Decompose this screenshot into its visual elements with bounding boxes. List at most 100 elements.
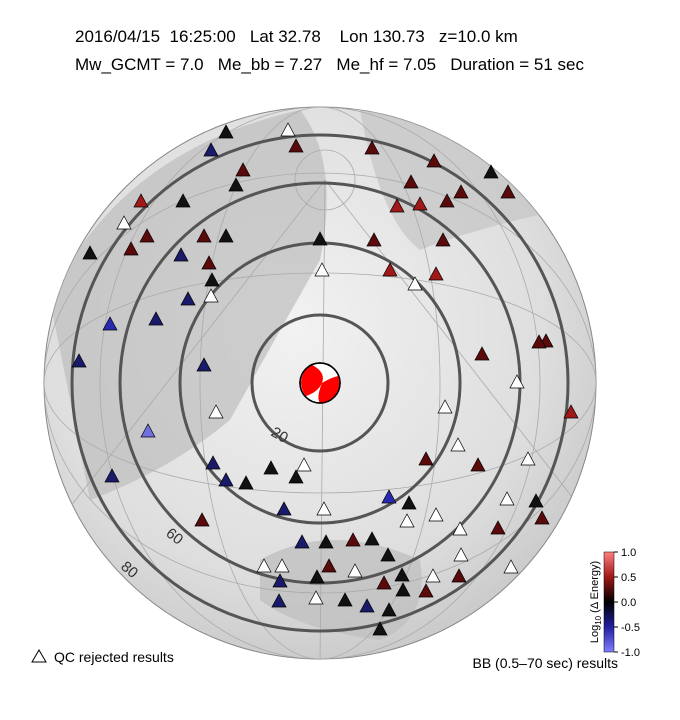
station <box>123 241 139 256</box>
station <box>376 575 392 590</box>
station <box>309 569 325 584</box>
colorbar-tick-label: 0.5 <box>621 572 636 584</box>
colorbar <box>603 551 615 653</box>
station <box>451 568 467 583</box>
station <box>490 520 506 535</box>
station <box>133 193 149 208</box>
colorbar-title-prefix: Log <box>589 625 601 643</box>
station <box>528 493 544 508</box>
station <box>403 174 419 189</box>
colorbar-tick-label: 0.0 <box>621 597 636 609</box>
colorbar-title: Log10 (Δ Energy) <box>589 561 603 643</box>
station <box>276 501 292 516</box>
station <box>102 316 118 331</box>
station <box>366 232 382 247</box>
station <box>347 563 363 578</box>
station <box>173 247 189 262</box>
colorbar-tick-label: 1.0 <box>621 547 636 559</box>
station <box>194 512 210 527</box>
station <box>453 184 469 199</box>
station <box>394 567 410 582</box>
station <box>380 547 396 562</box>
station <box>196 357 212 372</box>
station <box>470 457 486 472</box>
station <box>401 495 417 510</box>
station <box>71 353 87 368</box>
colorbar-tick-label: -1.0 <box>621 647 640 659</box>
station <box>407 276 423 291</box>
station <box>439 193 455 208</box>
station <box>280 122 296 137</box>
station <box>263 460 279 475</box>
station <box>139 228 155 243</box>
station <box>104 468 120 483</box>
station <box>205 455 221 470</box>
station <box>520 451 536 466</box>
station <box>563 404 579 419</box>
station <box>218 124 234 139</box>
station <box>337 592 353 607</box>
station <box>294 534 310 549</box>
station <box>426 153 442 168</box>
station <box>321 558 337 573</box>
station <box>288 138 304 153</box>
station <box>453 547 469 562</box>
station <box>140 423 156 438</box>
station <box>359 598 375 613</box>
station <box>435 232 451 247</box>
station <box>318 534 334 549</box>
header-line2: Mw_GCMT = 7.0 Me_bb = 7.27 Me_hf = 7.05 … <box>75 55 585 74</box>
station <box>196 228 212 243</box>
station <box>500 184 516 199</box>
station <box>312 231 328 246</box>
station <box>82 245 98 260</box>
station <box>425 568 441 583</box>
qc-legend-label: QC rejected results <box>54 649 174 665</box>
stations <box>71 122 579 636</box>
station <box>296 457 312 472</box>
station <box>203 142 219 157</box>
station <box>399 513 415 528</box>
station <box>271 593 287 608</box>
ring-label: 20 <box>268 424 291 447</box>
beachball <box>299 362 341 404</box>
colorbar-tick-label: -0.5 <box>621 622 640 634</box>
station <box>381 602 397 617</box>
station <box>238 475 254 490</box>
station <box>274 558 290 573</box>
station <box>452 521 468 536</box>
qc-legend-icon <box>31 649 47 663</box>
station <box>483 164 499 179</box>
station <box>208 404 224 419</box>
header-line1: 2016/04/15 16:25:00 Lat 32.78 Lon 130.73… <box>75 27 518 46</box>
station <box>474 346 490 361</box>
station <box>180 291 196 306</box>
station <box>316 501 332 516</box>
bb-legend-label: BB (0.5–70 sec) results <box>472 655 618 671</box>
station <box>509 374 525 389</box>
station <box>364 531 380 546</box>
station <box>218 472 234 487</box>
station <box>288 469 304 484</box>
colorbar-title-suffix: (Δ Energy) <box>589 561 601 616</box>
station <box>437 399 453 414</box>
station <box>381 489 397 504</box>
station <box>256 558 272 573</box>
ring-label: 60 <box>163 525 187 549</box>
station <box>116 215 132 230</box>
station <box>534 510 550 525</box>
station <box>218 228 234 243</box>
station <box>314 262 330 277</box>
station <box>428 266 444 281</box>
station <box>235 162 251 177</box>
station <box>389 198 405 213</box>
station <box>272 573 288 588</box>
station <box>503 559 519 574</box>
station <box>345 532 361 547</box>
station <box>308 590 324 605</box>
station <box>364 140 380 155</box>
station <box>395 582 411 597</box>
station <box>204 272 220 287</box>
